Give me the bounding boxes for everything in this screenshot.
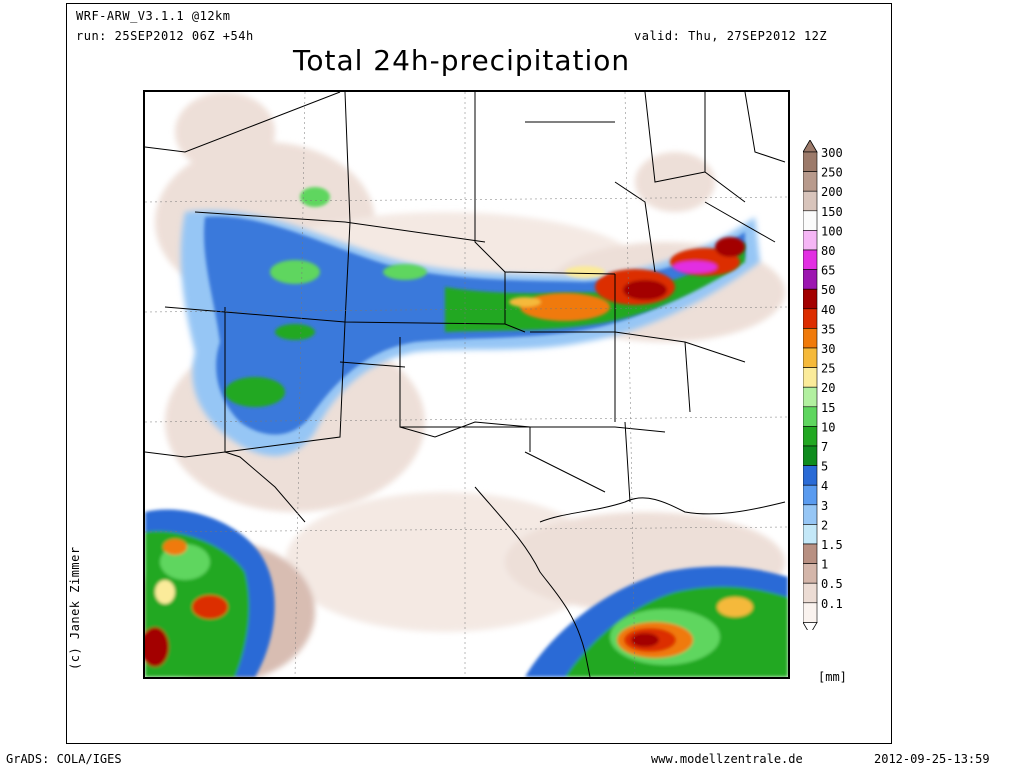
legend-swatch — [802, 230, 818, 251]
legend-label: 80 — [821, 244, 835, 258]
legend-label: 50 — [821, 283, 835, 297]
legend-label: 5 — [821, 460, 828, 474]
legend-swatch — [802, 249, 818, 270]
legend-label: 0.5 — [821, 577, 843, 591]
legend-swatch — [802, 328, 818, 349]
legend-label: 150 — [821, 205, 843, 219]
legend-swatch — [802, 602, 818, 623]
legend-swatch — [802, 347, 818, 368]
lat-lon-grid — [145, 92, 788, 677]
legend-arrow-top — [802, 139, 818, 153]
legend-label: 200 — [821, 185, 843, 199]
frontal-band-heavy — [509, 237, 745, 321]
legend-swatch — [802, 445, 818, 466]
legend-label: 20 — [821, 381, 835, 395]
legend-label: 0.1 — [821, 597, 843, 611]
legend-label: 250 — [821, 166, 843, 180]
legend-swatch — [802, 171, 818, 192]
legend-swatch — [802, 582, 818, 604]
legend-label: 1.5 — [821, 538, 843, 552]
mexico-precip — [145, 509, 275, 677]
legend-swatch — [802, 426, 818, 447]
legend-label: 65 — [821, 264, 835, 278]
legend-label: 300 — [821, 146, 843, 160]
legend-label: 7 — [821, 440, 828, 454]
borders — [145, 92, 786, 677]
legend-label: 1 — [821, 558, 828, 572]
legend-swatch — [802, 543, 818, 564]
legend-swatch — [802, 484, 818, 506]
valid-label: valid: Thu, 27SEP2012 12Z — [634, 29, 828, 43]
legend-swatch — [802, 367, 818, 388]
legend-swatch — [802, 406, 818, 427]
legend-swatch — [802, 210, 818, 231]
footer-timestamp: 2012-09-25-13:59 — [874, 752, 990, 766]
model-label: WRF-ARW_V3.1.1 @12km — [76, 9, 231, 23]
gulf-precip — [525, 566, 788, 677]
footer-software: GrADS: COLA/IGES — [6, 752, 122, 766]
legend-label: 15 — [821, 401, 835, 415]
legend-label: 4 — [821, 479, 828, 493]
legend-swatch — [802, 151, 818, 172]
legend-label: 35 — [821, 322, 835, 336]
legend-swatch — [802, 504, 818, 525]
legend-swatch — [802, 386, 818, 408]
legend-swatch — [802, 269, 818, 290]
frontal-band-green — [225, 187, 745, 407]
legend-swatch — [802, 524, 818, 545]
legend-label: 25 — [821, 362, 835, 376]
legend-swatch — [802, 465, 818, 486]
footer-website: www.modellzentrale.de — [651, 752, 803, 766]
legend-label: 2 — [821, 518, 828, 532]
legend-label: 10 — [821, 420, 835, 434]
legend-label: 30 — [821, 342, 835, 356]
run-label: run: 25SEP2012 06Z +54h — [76, 29, 254, 43]
legend-swatch — [802, 308, 818, 329]
figure-frame — [66, 3, 892, 744]
legend-label: 100 — [821, 224, 843, 238]
legend-label: 40 — [821, 303, 835, 317]
legend: 300 250 200 150 100 80 65 50 40 35 30 25 20 15 10 7 5 4 3 2… — [802, 139, 863, 636]
legend-swatch — [802, 190, 818, 212]
legend-label: 3 — [821, 499, 828, 513]
legend-swatch — [802, 563, 818, 584]
legend-unit: [mm] — [818, 670, 847, 684]
precipitation-map — [143, 90, 790, 679]
copyright-credit: (c) Janek Zimmer — [68, 546, 82, 670]
legend-swatch — [802, 288, 818, 310]
map-title: Total 24h-precipitation — [293, 44, 631, 77]
legend-arrow-bottom — [802, 621, 818, 636]
